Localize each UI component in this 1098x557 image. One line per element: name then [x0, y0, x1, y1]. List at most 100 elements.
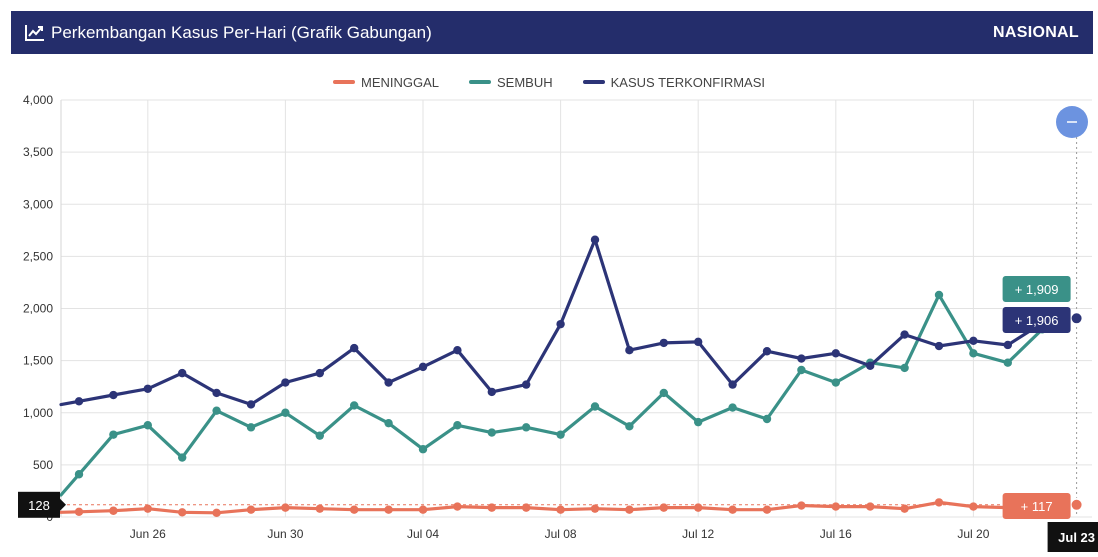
data-point-sembuh[interactable] [109, 430, 118, 439]
legend-item-kasus[interactable]: KASUS TERKONFIRMASI [582, 75, 765, 90]
data-point-meninggal[interactable] [866, 502, 875, 511]
data-point-meninggal[interactable] [797, 501, 806, 510]
scope-label: NASIONAL [993, 23, 1079, 41]
data-point-sembuh[interactable] [384, 418, 393, 428]
data-point-kasus[interactable] [934, 341, 944, 351]
data-point-meninggal[interactable] [625, 505, 634, 514]
data-point-sembuh[interactable] [762, 414, 772, 424]
data-point-kasus[interactable] [1069, 311, 1084, 326]
data-point-kasus[interactable] [866, 361, 875, 371]
legend-item-sembuh[interactable]: SEMBUH [469, 75, 553, 90]
data-point-meninggal[interactable] [694, 503, 703, 512]
data-point-meninggal[interactable] [384, 505, 393, 514]
data-point-meninggal[interactable] [900, 504, 909, 513]
data-point-sembuh[interactable] [246, 423, 256, 432]
data-point-sembuh[interactable] [590, 402, 600, 411]
data-point-kasus[interactable] [246, 400, 256, 409]
x-tick-label: Jun 30 [267, 527, 303, 541]
data-point-sembuh[interactable] [934, 290, 944, 300]
data-point-kasus[interactable] [350, 343, 359, 353]
data-point-sembuh[interactable] [900, 363, 909, 373]
x-tick-label: Jul 08 [545, 527, 577, 541]
data-point-meninggal[interactable] [728, 505, 737, 514]
data-point-kasus[interactable] [969, 336, 978, 346]
data-point-sembuh[interactable] [418, 445, 428, 454]
data-point-kasus[interactable] [625, 346, 634, 355]
data-point-kasus[interactable] [487, 387, 496, 397]
data-point-sembuh[interactable] [969, 349, 978, 358]
data-point-meninggal[interactable] [831, 502, 840, 511]
data-point-sembuh[interactable] [694, 417, 703, 427]
data-point-kasus[interactable] [212, 388, 221, 398]
data-point-kasus[interactable] [762, 347, 772, 356]
data-point-kasus[interactable] [831, 349, 840, 358]
tooltip-meninggal-box [1002, 493, 1071, 519]
data-point-sembuh[interactable] [797, 365, 806, 375]
crosshair-x-label: Jul 23 [1058, 530, 1095, 545]
data-point-kasus[interactable] [728, 380, 737, 389]
data-point-sembuh[interactable] [487, 428, 496, 437]
crosshair-y-label-box [18, 491, 60, 518]
data-point-kasus[interactable] [384, 378, 393, 387]
data-point-sembuh[interactable] [728, 403, 737, 412]
data-point-kasus[interactable] [694, 337, 703, 347]
data-point-kasus[interactable] [659, 338, 668, 348]
data-point-kasus[interactable] [178, 368, 187, 378]
data-point-meninggal[interactable] [969, 502, 978, 511]
data-point-meninggal[interactable] [556, 505, 565, 514]
data-point-sembuh[interactable] [350, 401, 359, 410]
legend-item-meninggal[interactable]: MENINGGAL [333, 75, 439, 90]
data-point-meninggal[interactable] [487, 503, 496, 512]
data-point-meninggal[interactable] [659, 503, 668, 512]
data-point-sembuh[interactable] [556, 430, 565, 439]
data-point-meninggal[interactable] [453, 502, 462, 511]
data-point-sembuh[interactable] [522, 423, 531, 432]
data-point-sembuh[interactable] [212, 406, 221, 415]
data-point-kasus[interactable] [315, 368, 324, 378]
data-point-meninggal[interactable] [522, 503, 531, 512]
y-tick-label: 500 [33, 458, 53, 472]
data-point-meninggal[interactable] [143, 504, 152, 513]
data-point-kasus[interactable] [74, 397, 84, 406]
data-point-kasus[interactable] [109, 390, 118, 400]
data-point-meninggal[interactable] [178, 508, 187, 517]
tooltip-sembuh-box [1002, 276, 1071, 302]
crosshair-y-label-arrow [60, 498, 66, 511]
data-point-meninggal[interactable] [418, 505, 428, 514]
data-point-kasus[interactable] [453, 346, 462, 355]
data-point-meninggal[interactable] [934, 498, 944, 507]
data-point-meninggal[interactable] [74, 507, 84, 516]
data-point-kasus[interactable] [797, 354, 806, 363]
data-point-kasus[interactable] [556, 319, 565, 329]
data-point-sembuh[interactable] [74, 470, 84, 479]
data-point-meninggal[interactable] [350, 505, 359, 514]
data-point-kasus[interactable] [900, 330, 909, 339]
data-point-sembuh[interactable] [659, 388, 668, 398]
data-point-meninggal[interactable] [762, 505, 772, 514]
data-point-sembuh[interactable] [625, 422, 634, 431]
data-point-kasus[interactable] [281, 378, 290, 387]
data-point-meninggal[interactable] [281, 503, 290, 512]
data-point-meninggal[interactable] [315, 504, 324, 513]
data-point-sembuh[interactable] [178, 453, 187, 462]
data-point-meninggal[interactable] [109, 506, 118, 515]
data-point-sembuh[interactable] [1003, 358, 1012, 367]
data-point-sembuh[interactable] [281, 408, 290, 417]
data-point-sembuh[interactable] [453, 421, 462, 430]
data-point-kasus[interactable] [1003, 340, 1012, 350]
data-point-meninggal[interactable] [1069, 497, 1084, 512]
data-point-kasus[interactable] [522, 380, 531, 389]
data-point-sembuh[interactable] [831, 378, 840, 387]
data-point-meninggal[interactable] [212, 508, 221, 518]
data-point-sembuh[interactable] [315, 431, 324, 440]
y-tick-label: 3,500 [23, 145, 53, 159]
x-tick-label: Jun 26 [130, 527, 166, 541]
data-point-kasus[interactable] [418, 362, 428, 372]
data-point-sembuh[interactable] [143, 421, 152, 430]
data-point-meninggal[interactable] [246, 505, 256, 514]
data-point-kasus[interactable] [143, 384, 152, 393]
crosshair-x-label-box [1047, 522, 1098, 552]
data-point-meninggal[interactable] [590, 504, 600, 513]
data-point-kasus[interactable] [590, 235, 600, 244]
legend-swatch-sembuh [469, 80, 492, 84]
